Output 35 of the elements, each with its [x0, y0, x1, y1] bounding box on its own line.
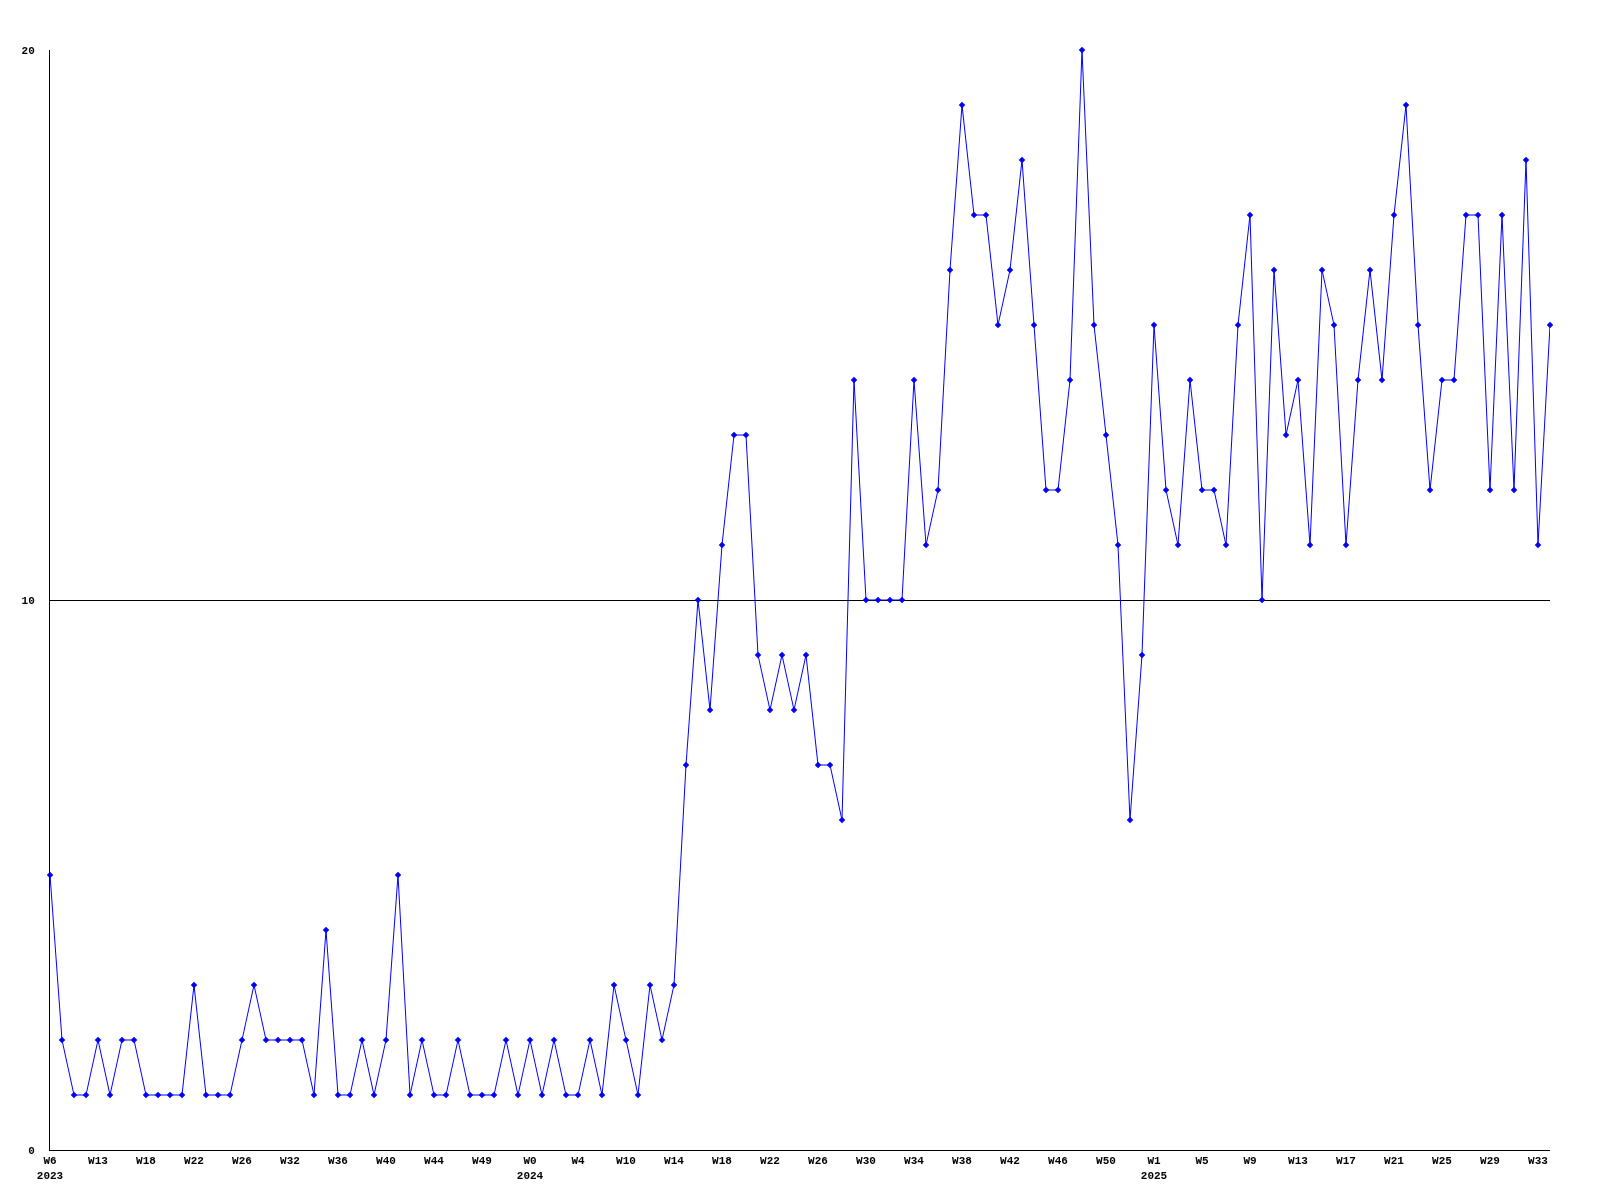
x-tick-label: W17: [1336, 1155, 1356, 1168]
x-tick-label: W13: [88, 1155, 109, 1168]
x-tick-label: W0 2024: [516, 1155, 544, 1182]
x-tick-label: W4: [571, 1155, 585, 1168]
y-tick-label: 20: [21, 44, 35, 57]
x-tick-label: W50: [1096, 1155, 1116, 1168]
x-tick-label: W26: [808, 1155, 828, 1168]
x-tick-label: W1 2025: [1140, 1155, 1168, 1182]
x-tick-label: W10: [616, 1155, 636, 1168]
x-tick-label: W18: [712, 1155, 733, 1168]
x-tick-label: W22: [184, 1155, 204, 1168]
x-tick-label: W9: [1243, 1155, 1257, 1168]
x-tick-label: W29: [1480, 1155, 1500, 1168]
x-tick-label: W5: [1195, 1155, 1209, 1168]
y-tick-label: 10: [21, 594, 35, 607]
x-tick-label: W33: [1528, 1155, 1549, 1168]
x-tick-label: W30: [856, 1155, 876, 1168]
x-tick-label: W42: [1000, 1155, 1020, 1168]
x-tick-label: W46: [1048, 1155, 1068, 1168]
x-tick-label: W34: [904, 1155, 925, 1168]
x-tick-label: W18: [136, 1155, 157, 1168]
x-tick-label: W36: [328, 1155, 348, 1168]
x-tick-label: W38: [952, 1155, 973, 1168]
x-tick-label: W32: [280, 1155, 300, 1168]
x-tick-label: W40: [376, 1155, 396, 1168]
x-tick-label: W49: [472, 1155, 492, 1168]
x-tick-label: W21: [1384, 1155, 1405, 1168]
x-tick-label: W13: [1288, 1155, 1309, 1168]
x-tick-label: W6 2023: [36, 1155, 64, 1182]
y-tick-label: 0: [28, 1144, 35, 1157]
x-tick-label: W14: [664, 1155, 685, 1168]
x-tick-label: W22: [760, 1155, 780, 1168]
x-tick-label: W44: [424, 1155, 445, 1168]
x-tick-label: W26: [232, 1155, 252, 1168]
x-tick-label: W25: [1432, 1155, 1453, 1168]
